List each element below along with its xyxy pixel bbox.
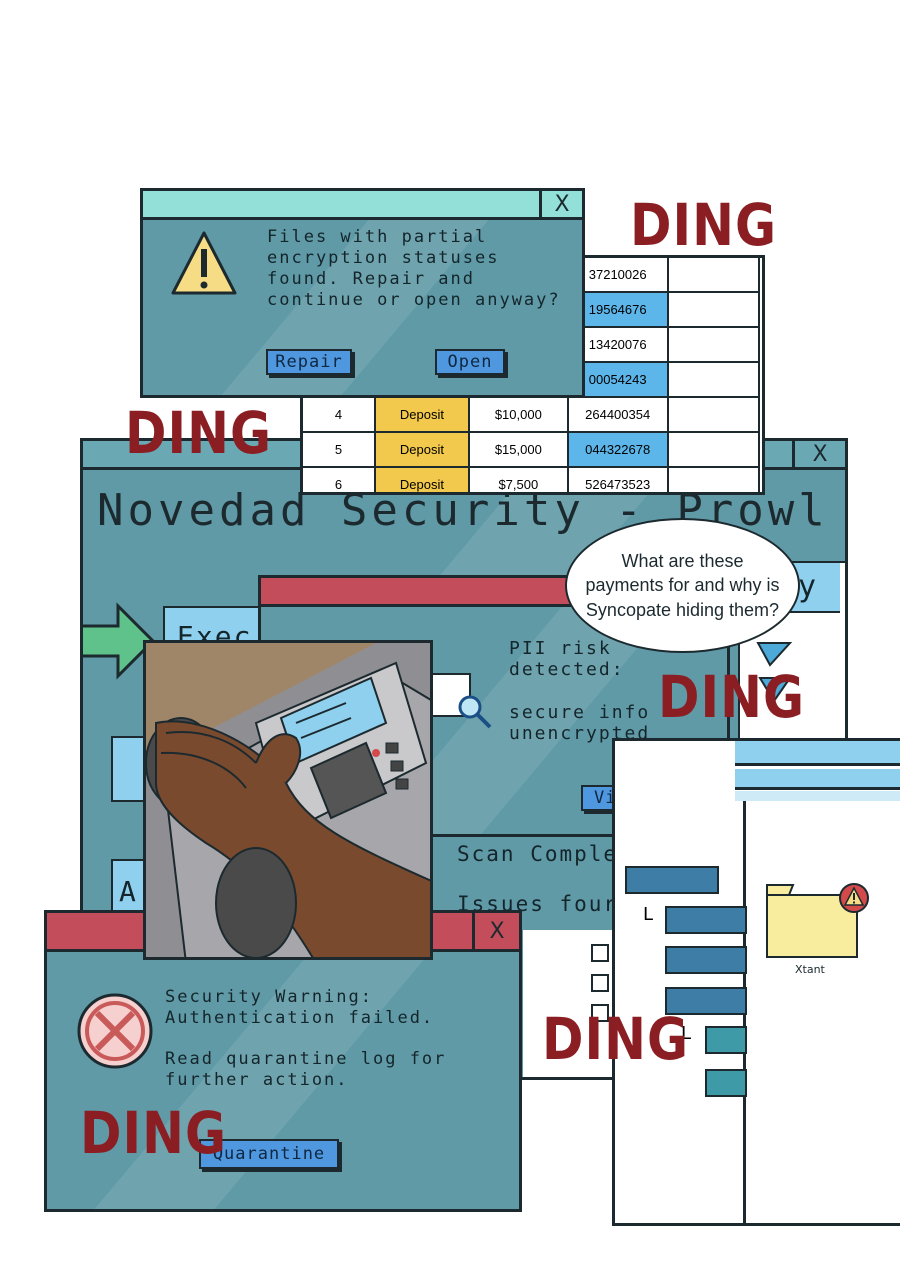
table-cell-account: 264400354 bbox=[566, 396, 669, 433]
folder-icon[interactable] bbox=[763, 881, 863, 961]
speech-bubble-text: What are these payments for and why is S… bbox=[585, 551, 780, 620]
tree-item[interactable] bbox=[665, 906, 747, 934]
error-circle-icon bbox=[77, 993, 153, 1069]
close-x-icon: X bbox=[812, 441, 828, 467]
table-cell-account: 526473523 bbox=[566, 466, 669, 492]
scan-complete-text: Scan Comple bbox=[457, 842, 619, 866]
table-cell-empty bbox=[666, 258, 761, 293]
table-row[interactable]: 6 Deposit $7,500 526473523 bbox=[303, 466, 761, 492]
ding-label: DING bbox=[125, 400, 272, 467]
tree-item[interactable] bbox=[625, 866, 719, 894]
left-box-1 bbox=[111, 736, 147, 802]
table-cell-num: 5 bbox=[303, 431, 376, 468]
table-cell-empty bbox=[666, 361, 761, 398]
table-cell-empty bbox=[666, 466, 761, 492]
table-cell-amount: $7,500 bbox=[467, 466, 569, 492]
file-browser-window: L L Xtant bbox=[612, 738, 900, 1226]
close-x-icon: X bbox=[554, 191, 570, 217]
table-cell-amount: $15,000 bbox=[467, 431, 569, 468]
checkbox[interactable] bbox=[591, 1004, 609, 1022]
tree-item[interactable] bbox=[665, 946, 747, 974]
ding-label: DING bbox=[630, 192, 777, 259]
browser-stripe-3 bbox=[735, 791, 900, 801]
table-cell-empty bbox=[666, 291, 761, 328]
table-cell-num: 6 bbox=[303, 466, 376, 492]
encryption-close-button[interactable]: X bbox=[539, 191, 582, 217]
warning-triangle-icon bbox=[171, 231, 237, 295]
green-arrow-icon bbox=[83, 602, 156, 680]
quarantine-button[interactable]: Quarantine bbox=[199, 1139, 339, 1169]
auth-line-2: Authentication failed. bbox=[165, 1008, 435, 1028]
table-cell-empty bbox=[666, 396, 761, 433]
issues-list bbox=[523, 930, 627, 1077]
pii-line-3: secure info bbox=[509, 702, 651, 723]
tree-item[interactable] bbox=[705, 1069, 747, 1097]
auth-line-3: Read quarantine log for bbox=[165, 1049, 447, 1069]
side-triangles bbox=[756, 642, 793, 703]
browser-stripe-1 bbox=[735, 741, 900, 766]
card-reader-illustration bbox=[143, 640, 433, 960]
auth-line-1: Security Warning: bbox=[165, 987, 373, 1007]
ding-label: DING bbox=[658, 664, 805, 731]
table-cell-empty bbox=[666, 326, 761, 363]
magnifier-icon bbox=[458, 695, 492, 729]
auth-line-4: further action. bbox=[165, 1070, 349, 1090]
table-row[interactable]: 5 Deposit $15,000 044322678 bbox=[303, 431, 761, 468]
repair-button[interactable]: Repair bbox=[266, 349, 352, 375]
alert-badge-icon bbox=[839, 883, 869, 913]
table-cell-type: Deposit bbox=[373, 396, 470, 433]
open-button[interactable]: Open bbox=[435, 349, 505, 375]
table-cell-amount: $10,000 bbox=[467, 396, 569, 433]
encryption-message: Files with partial encryption statuses f… bbox=[267, 227, 561, 310]
browser-stripe-2 bbox=[735, 769, 900, 790]
encryption-dialog: X Files with partial encryption statuses… bbox=[140, 188, 585, 398]
pii-line-2: detected: bbox=[509, 659, 625, 680]
main-close-button[interactable]: X bbox=[792, 441, 845, 467]
folder-label: Xtant bbox=[795, 963, 825, 976]
tree-item[interactable] bbox=[705, 1026, 747, 1054]
close-x-icon: X bbox=[489, 918, 505, 944]
tree-branch: L bbox=[681, 1023, 692, 1044]
table-cell-num: 4 bbox=[303, 396, 376, 433]
card-reader-drawing bbox=[146, 643, 430, 957]
checkbox[interactable] bbox=[591, 944, 609, 962]
tree-item[interactable] bbox=[665, 987, 747, 1015]
table-cell-type: Deposit bbox=[373, 466, 470, 492]
table-cell-empty bbox=[666, 431, 761, 468]
ding-label: DING bbox=[542, 1006, 689, 1073]
pii-line-1: PII risk bbox=[509, 638, 612, 659]
speech-bubble: What are these payments for and why is S… bbox=[565, 518, 800, 653]
table-cell-account: 044322678 bbox=[566, 431, 669, 468]
table-row[interactable]: 4 Deposit $10,000 264400354 bbox=[303, 396, 761, 433]
auth-close-button[interactable]: X bbox=[472, 913, 519, 949]
checkbox[interactable] bbox=[591, 974, 609, 992]
tree-branch: L bbox=[643, 904, 654, 925]
table-cell-type: Deposit bbox=[373, 431, 470, 468]
ding-label: DING bbox=[80, 1100, 227, 1167]
encryption-title-bar bbox=[143, 191, 582, 220]
